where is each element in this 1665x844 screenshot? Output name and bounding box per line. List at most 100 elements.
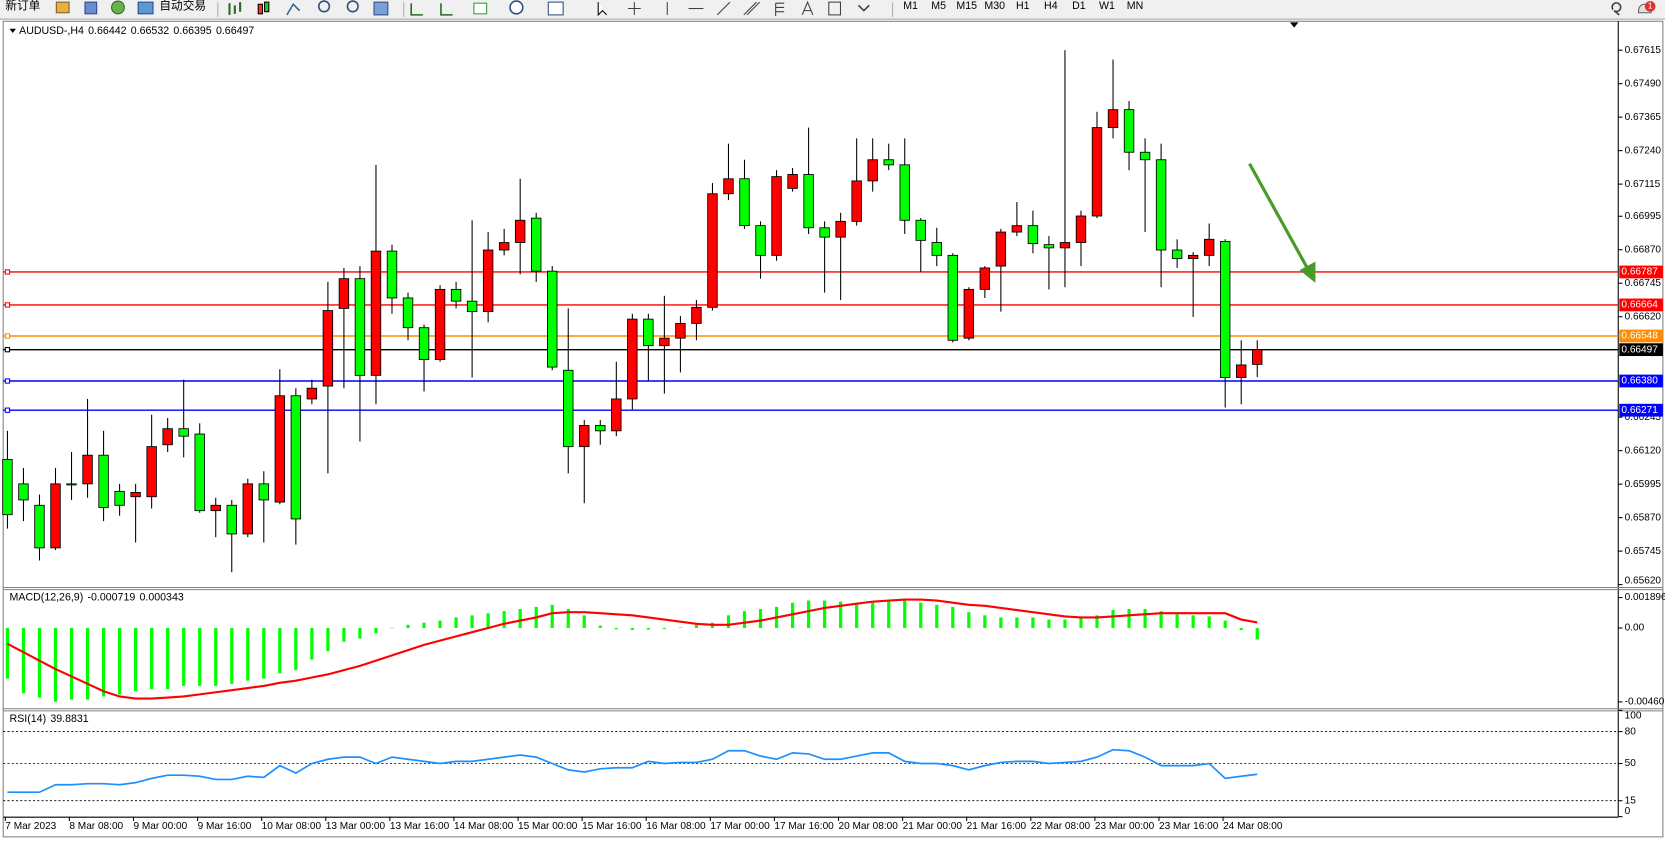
macd-bar (1223, 620, 1227, 628)
candle-body (242, 483, 253, 535)
candle-body (627, 318, 638, 400)
macd-bar (166, 627, 170, 690)
icon[interactable] (317, 0, 331, 13)
macd-bar (1255, 627, 1259, 640)
timeframe-button[interactable]: M30 (984, 0, 1005, 12)
candle-body (563, 369, 574, 448)
timeframe-button[interactable]: M15 (956, 0, 977, 12)
icon[interactable] (286, 2, 301, 16)
icon[interactable] (440, 3, 453, 16)
icon[interactable] (509, 0, 524, 15)
icon[interactable] (857, 4, 870, 12)
macd-signal: 0.000343 (140, 591, 184, 603)
macd-bar (1207, 616, 1211, 628)
candle-body (386, 250, 398, 299)
icon[interactable] (410, 3, 423, 16)
toolbar: 新订单 自动交易 M1 M5 M15 M30 H1 H4 D1 W1 MN (0, 0, 1665, 20)
macd-bar (1159, 611, 1163, 628)
icon[interactable] (137, 1, 154, 15)
icon[interactable] (84, 1, 98, 15)
x-tick-label: 21 Mar 16:00 (967, 821, 1027, 832)
badge-count: 1 (1648, 1, 1653, 11)
level-label-bg (1619, 343, 1663, 357)
level-label-bg (1619, 403, 1663, 417)
timeframe-button[interactable]: M1 (903, 0, 918, 12)
candle-body (2, 459, 13, 516)
candle-body (194, 433, 205, 512)
icon[interactable] (473, 2, 488, 15)
icon[interactable] (55, 1, 70, 14)
y-tick-label: 0.65870 (1625, 512, 1662, 523)
candle-body (66, 483, 77, 486)
x-tick-label: 13 Mar 16:00 (390, 821, 450, 832)
level-marker (4, 378, 11, 384)
symbol: AUDUSD-,H4 (19, 25, 84, 37)
candle-body (691, 306, 702, 324)
icon[interactable] (627, 2, 641, 15)
timeframe-button[interactable]: D1 (1072, 0, 1086, 12)
y-tick-label: 0.67240 (1625, 145, 1662, 156)
x-tick-label: 17 Mar 00:00 (710, 821, 770, 832)
auto-trading-button[interactable]: 自动交易 (159, 0, 206, 12)
icon[interactable] (346, 0, 359, 13)
candle-body (274, 395, 286, 503)
new-order-button[interactable]: 新订单 (5, 0, 40, 12)
candle-body (1203, 238, 1215, 256)
level-marker (4, 302, 11, 308)
macd-bar (1031, 617, 1035, 628)
candle-body (675, 322, 686, 339)
timeframe-button[interactable]: M5 (931, 0, 946, 12)
y-tick-label: 0.67615 (1625, 45, 1662, 56)
macd-bar (1063, 619, 1067, 628)
icon[interactable] (775, 2, 785, 16)
timeframe-button[interactable]: MN (1127, 0, 1143, 12)
macd-bar (999, 617, 1003, 628)
y-tick-label: 0.66995 (1625, 211, 1662, 222)
macd-bar (646, 627, 650, 630)
candle-body (803, 174, 814, 229)
x-tick-label: 23 Mar 00:00 (1095, 821, 1155, 832)
icon[interactable] (228, 2, 242, 15)
timeframe-button[interactable]: W1 (1099, 0, 1115, 12)
macd-bar (919, 602, 923, 628)
icon[interactable] (547, 1, 564, 16)
icon[interactable] (373, 1, 389, 16)
y-tick-label: 0.67490 (1625, 78, 1662, 89)
candle-body (434, 288, 446, 360)
level-label-bg (1619, 329, 1663, 343)
level-marker (4, 333, 11, 339)
x-tick-label: 20 Mar 08:00 (839, 821, 899, 832)
candle-body (1219, 241, 1231, 378)
icon[interactable] (828, 1, 842, 16)
icon[interactable] (716, 1, 731, 16)
candle-body (514, 219, 526, 243)
y-tick-label: 0.67115 (1625, 179, 1661, 190)
x-tick-label: 17 Mar 16:00 (774, 821, 834, 832)
timeframe-button[interactable]: H4 (1044, 0, 1058, 12)
macd-bar (358, 627, 362, 639)
icon[interactable] (111, 0, 125, 15)
icon[interactable] (801, 0, 814, 16)
candle-body (547, 270, 558, 368)
candle-body (1043, 244, 1055, 249)
icon[interactable] (257, 3, 263, 15)
y-tick-label: 0.66620 (1625, 311, 1662, 322)
macd-bar (502, 611, 506, 628)
icon[interactable] (264, 1, 270, 13)
high-price: 0.66532 (131, 25, 169, 37)
search-icon[interactable] (1611, 2, 1622, 16)
candle-body (1059, 242, 1071, 249)
timeframe-button[interactable]: H1 (1016, 0, 1030, 12)
macd-bar (230, 627, 234, 684)
icon[interactable] (743, 1, 761, 16)
macd-bar (246, 627, 250, 681)
x-tick-label: 22 Mar 08:00 (1031, 821, 1091, 832)
macd-bar (278, 627, 282, 674)
candle-body (1252, 349, 1263, 365)
candle-body (258, 483, 270, 501)
candle-body (883, 159, 894, 166)
chart-frame (2, 20, 1664, 838)
chart-shift-marker[interactable] (1289, 22, 1299, 28)
candle-body (1123, 109, 1135, 153)
candle-body (1075, 215, 1087, 243)
